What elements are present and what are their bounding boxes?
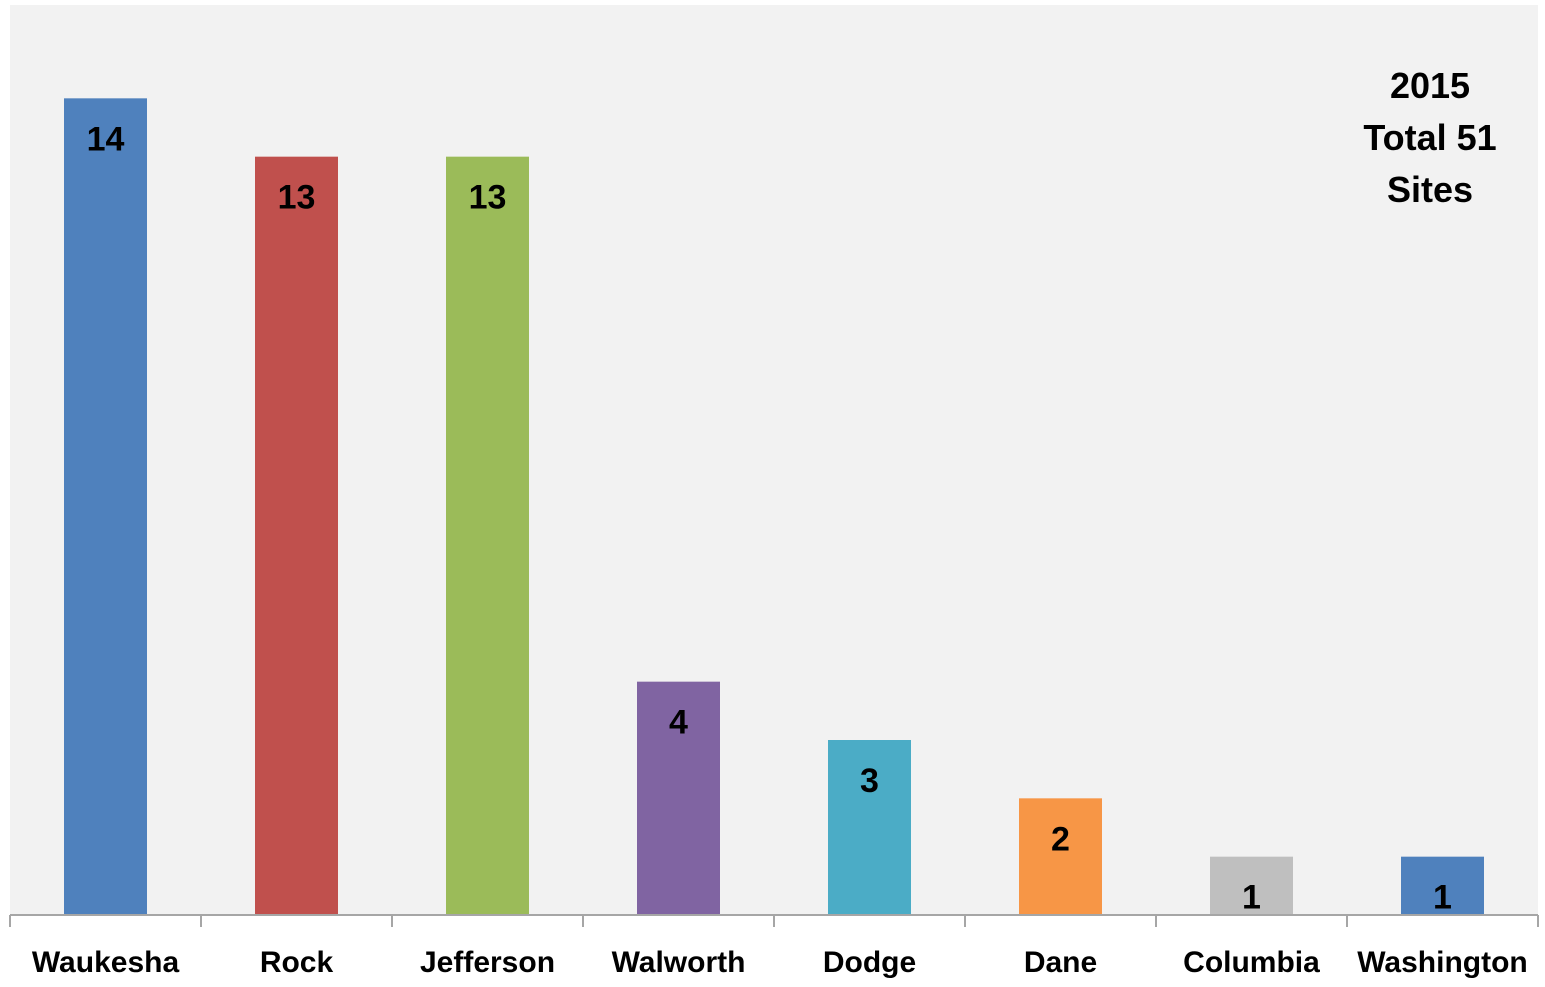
data-label: 14 [87,120,125,158]
chart-annotation: 2015 Total 51 Sites [1363,65,1496,210]
x-tick-label: Jefferson [420,946,555,979]
annotation-line: Total 51 [1363,117,1496,158]
data-label: 2 [1051,820,1070,858]
bar-jefferson [446,156,529,915]
x-tick-label: Columbia [1183,946,1320,979]
data-label: 4 [669,704,688,742]
annotation-line: Sites [1387,169,1473,210]
x-tick-label: Dane [1024,946,1097,979]
x-tick-label: Walworth [612,946,746,979]
data-label: 13 [469,179,507,217]
bar-walworth [637,681,720,915]
x-tick-label: Rock [260,946,334,979]
x-axis-tick-labels-group: Waukesha Rock Jefferson Walworth Dodge Dane Co… [32,946,1528,979]
bar-columbia [1210,856,1293,915]
bar-rock [255,156,338,915]
x-axis-ticks-group [9,915,1539,927]
bar-washington [1401,856,1484,915]
data-label: 1 [1242,879,1261,917]
data-label: 13 [278,179,316,217]
annotation-line: 2015 [1390,65,1470,106]
plot-area-background [10,5,1538,915]
data-label: 3 [860,762,879,800]
x-tick-label: Dodge [823,946,916,979]
bars-group [64,98,1484,916]
data-labels-group: 14 13 13 4 3 2 1 1 [87,120,1452,916]
x-tick-label: Washington [1357,946,1528,979]
x-tick-label: Waukesha [32,946,180,979]
data-label: 1 [1433,879,1452,917]
bar-dane [1019,798,1102,915]
bar-dodge [828,740,911,915]
bar-waukesha [64,98,147,916]
